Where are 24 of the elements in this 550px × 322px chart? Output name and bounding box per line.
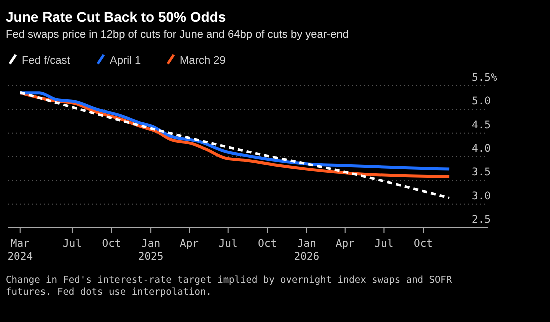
legend-label: March 29 <box>180 55 226 67</box>
x-tick-label: Oct <box>414 238 433 250</box>
legend-label: Fed f/cast <box>22 55 70 67</box>
y-tick-label: 3.5 <box>472 166 491 179</box>
x-tick-label: Oct <box>102 238 122 250</box>
legend-label: April 1 <box>110 55 142 67</box>
x-tick-label: Jul <box>374 238 394 250</box>
x-tick-label: Jul <box>63 238 82 250</box>
y-tick-label: 3.0 <box>472 190 491 202</box>
y-tick-label: 4.0 <box>472 143 491 155</box>
x-tick-label: Oct <box>258 238 278 250</box>
x-tick-label: Mar 2024 <box>8 238 34 263</box>
y-tick-label: 2.5 <box>472 214 491 226</box>
y-tick-label: 5.0 <box>472 96 491 108</box>
x-tick-label: Jan 2026 <box>294 238 320 263</box>
text: Change in Fed's interest-rate target implied by overnight index swaps and SOFR futures. Fed dots use interpolation. <box>6 275 452 298</box>
y-tick-label: 4.5 <box>472 119 491 132</box>
x-tick-label: Jul <box>218 238 238 250</box>
chart-subtitle: Fed swaps price in 12bp of cuts for June and 64bp of cuts by year-end <box>6 29 350 41</box>
x-tick-label: Apr <box>180 238 199 250</box>
chart-title: June Rate Cut Back to 50% Odds <box>6 9 226 25</box>
y-tick-label: 5.5% <box>472 72 498 84</box>
x-tick-label: Apr <box>336 238 355 250</box>
x-tick-label: Jan 2025 <box>138 238 164 263</box>
